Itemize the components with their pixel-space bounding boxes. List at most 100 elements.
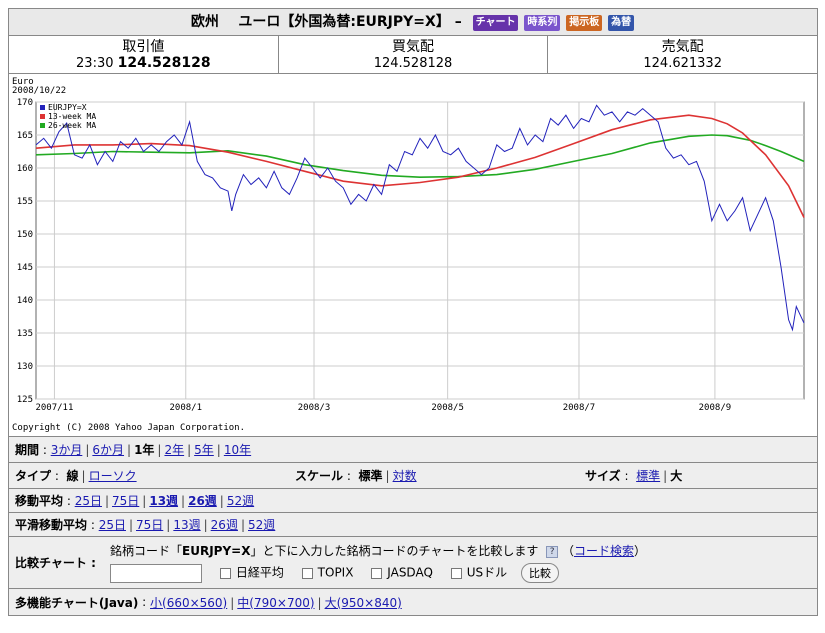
y-tick-label: 125	[17, 395, 33, 405]
quote-ask: 売気配 124.621332	[548, 36, 817, 73]
type-option-1[interactable]: ローソク	[88, 469, 137, 483]
code-search-link[interactable]: コード検索	[574, 544, 635, 558]
badge-chart[interactable]: チャート	[472, 14, 519, 31]
badge-board[interactable]: 掲示板	[566, 14, 603, 31]
checkbox-nikkei[interactable]	[219, 567, 231, 579]
period-option-2: 1年	[134, 443, 155, 457]
chart-unit-label: Euro	[12, 77, 34, 87]
y-tick-label: 160	[17, 164, 33, 174]
period-option-4[interactable]: 5年	[194, 443, 214, 457]
ma-options: 25日 | 75日 | 13週 | 26週 | 52週	[75, 492, 254, 509]
checkbox-jasdaq-label: JASDAQ	[387, 565, 433, 580]
checkbox-nikkei-label: 日経平均	[235, 565, 284, 580]
scale-options: 標準 | 対数	[359, 469, 417, 483]
compare-code-input[interactable]	[110, 563, 202, 583]
smooth-option-4[interactable]: 52週	[248, 518, 276, 532]
ma-row: 移動平均 : 25日 | 75日 | 13週 | 26週 | 52週	[9, 489, 817, 513]
ma-option-0[interactable]: 25日	[74, 494, 102, 508]
compare-sentence-pre: 銘柄コード「	[110, 544, 183, 558]
scale-option-0: 標準	[358, 469, 383, 483]
smooth-label: 平滑移動平均	[15, 518, 88, 532]
period-option-5[interactable]: 10年	[223, 443, 252, 457]
quote-ask-label: 売気配	[661, 39, 704, 55]
y-tick-label: 165	[17, 131, 33, 141]
x-tick-label: 2008/7	[563, 403, 596, 413]
chart-copyright: Copyright (C) 2008 Yahoo Japan Corporati…	[12, 423, 245, 433]
period-option-0[interactable]: 3か月	[50, 443, 83, 457]
plot-area	[35, 101, 805, 400]
ma-option-1[interactable]: 75日	[112, 494, 140, 508]
period-label: 期間	[15, 443, 40, 457]
legend-swatch	[40, 105, 45, 110]
type-separator: |	[81, 469, 86, 483]
java-options: 小(660×560) | 中(790×700) | 大(950×840)	[150, 594, 402, 611]
java-option-0[interactable]: 小(660×560)	[150, 595, 228, 610]
smooth-option-1[interactable]: 75日	[136, 518, 164, 532]
smooth-separator: |	[128, 518, 134, 532]
size-option-0[interactable]: 標準	[636, 469, 661, 483]
smooth-option-0[interactable]: 25日	[98, 518, 126, 532]
ma-separator: |	[142, 494, 147, 508]
ma-option-2[interactable]: 13週	[149, 494, 179, 508]
legend-label: 26-week MA	[48, 121, 96, 130]
x-tick-label: 2008/1	[170, 403, 203, 413]
compare-sentence-post: 」と下に入力した銘柄コードのチャートを比較します	[250, 544, 539, 558]
smooth-option-3[interactable]: 26週	[210, 518, 238, 532]
y-tick-label: 150	[17, 230, 33, 240]
smooth-separator: |	[166, 518, 171, 532]
java-option-2[interactable]: 大(950×840)	[324, 595, 402, 610]
scale-option-1[interactable]: 対数	[392, 469, 417, 483]
x-tick-label: 2008/5	[431, 403, 464, 413]
legend-swatch	[40, 114, 45, 119]
compare-row: 比較チャート : 銘柄コード「EURJPY=X」と下に入力した銘柄コードのチャー…	[9, 537, 817, 589]
legend-swatch	[40, 123, 45, 128]
checkbox-usd[interactable]	[450, 567, 462, 579]
series-line-eurjpy-x	[35, 104, 805, 332]
size-separator: |	[663, 469, 668, 483]
smooth-options: 25日 | 75日 | 13週 | 26週 | 52週	[99, 516, 276, 533]
type-label: タイプ	[15, 469, 52, 483]
badge-timeseries[interactable]: 時系列	[524, 14, 561, 31]
period-separator: |	[127, 443, 132, 457]
quote-bid-value: 124.528128	[373, 56, 453, 71]
quote-bid: 買気配 124.528128	[279, 36, 549, 73]
type-row: タイプ : 線 | ローソク スケール : 標準 | 対数 サイズ : 標準 | 大	[9, 463, 817, 489]
quote-last-label: 取引値	[122, 39, 165, 55]
period-separator: |	[85, 443, 90, 457]
scale-label: スケール	[295, 469, 344, 483]
smooth-option-2[interactable]: 13週	[173, 518, 201, 532]
y-tick-label: 140	[17, 296, 33, 306]
checkbox-jasdaq[interactable]	[371, 567, 383, 579]
chart-date-label: 2008/10/22	[12, 86, 66, 96]
period-option-1[interactable]: 6か月	[92, 443, 125, 457]
quote-last-time: 23:30	[76, 56, 114, 71]
size-options: 標準 | 大	[636, 469, 682, 483]
type-options: 線 | ローソク	[67, 469, 137, 483]
page-title: ユーロ【外国為替:EURJPY=X】	[238, 14, 450, 30]
compare-button[interactable]: 比較	[520, 563, 559, 583]
price-chart-svg: Euro 2008/10/22 Copyright (C) 2008 Yahoo…	[12, 77, 805, 433]
ma-option-3[interactable]: 26週	[188, 494, 217, 508]
java-label: 多機能チャート(Java)	[15, 595, 139, 610]
y-tick-label: 135	[17, 329, 33, 339]
y-tick-label: 145	[17, 263, 33, 273]
java-option-1[interactable]: 中(790×700)	[237, 595, 315, 610]
period-separator: |	[216, 443, 221, 457]
ma-label: 移動平均	[15, 494, 64, 508]
compare-code: EURJPY=X	[182, 544, 251, 558]
period-options: 3か月 | 6か月 | 1年 | 2年 | 5年 | 10年	[51, 441, 251, 458]
y-tick-label: 170	[17, 98, 33, 108]
region-label: 欧州	[190, 14, 219, 30]
title-bar: 欧州 ユーロ【外国為替:EURJPY=X】 – チャート 時系列 掲示板 為替	[9, 9, 817, 36]
title-badges: チャート 時系列 掲示板 為替	[472, 14, 636, 31]
java-separator: |	[317, 595, 322, 610]
checkbox-topix[interactable]	[301, 567, 313, 579]
help-icon[interactable]: ?	[546, 545, 559, 558]
chart-page: 欧州 ユーロ【外国為替:EURJPY=X】 – チャート 時系列 掲示板 為替 …	[8, 8, 818, 616]
checkbox-usd-label: USドル	[466, 565, 508, 580]
type-option-0: 線	[66, 469, 79, 483]
badge-fx[interactable]: 為替	[608, 14, 635, 31]
ma-option-4[interactable]: 52週	[226, 494, 255, 508]
y-tick-label: 155	[17, 197, 33, 207]
period-option-3[interactable]: 2年	[164, 443, 185, 457]
